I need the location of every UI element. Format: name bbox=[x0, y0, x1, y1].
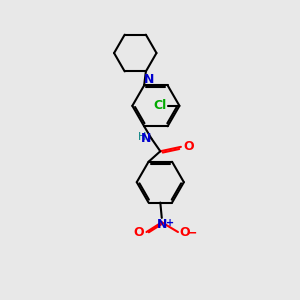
Text: N: N bbox=[157, 218, 167, 232]
Text: Cl: Cl bbox=[153, 99, 166, 112]
Text: N: N bbox=[140, 131, 151, 145]
Text: O: O bbox=[183, 140, 194, 153]
Text: O: O bbox=[179, 226, 190, 239]
Text: −: − bbox=[186, 226, 197, 239]
Text: H: H bbox=[138, 132, 146, 142]
Text: +: + bbox=[167, 218, 175, 229]
Text: N: N bbox=[144, 73, 154, 86]
Text: O: O bbox=[134, 226, 144, 239]
